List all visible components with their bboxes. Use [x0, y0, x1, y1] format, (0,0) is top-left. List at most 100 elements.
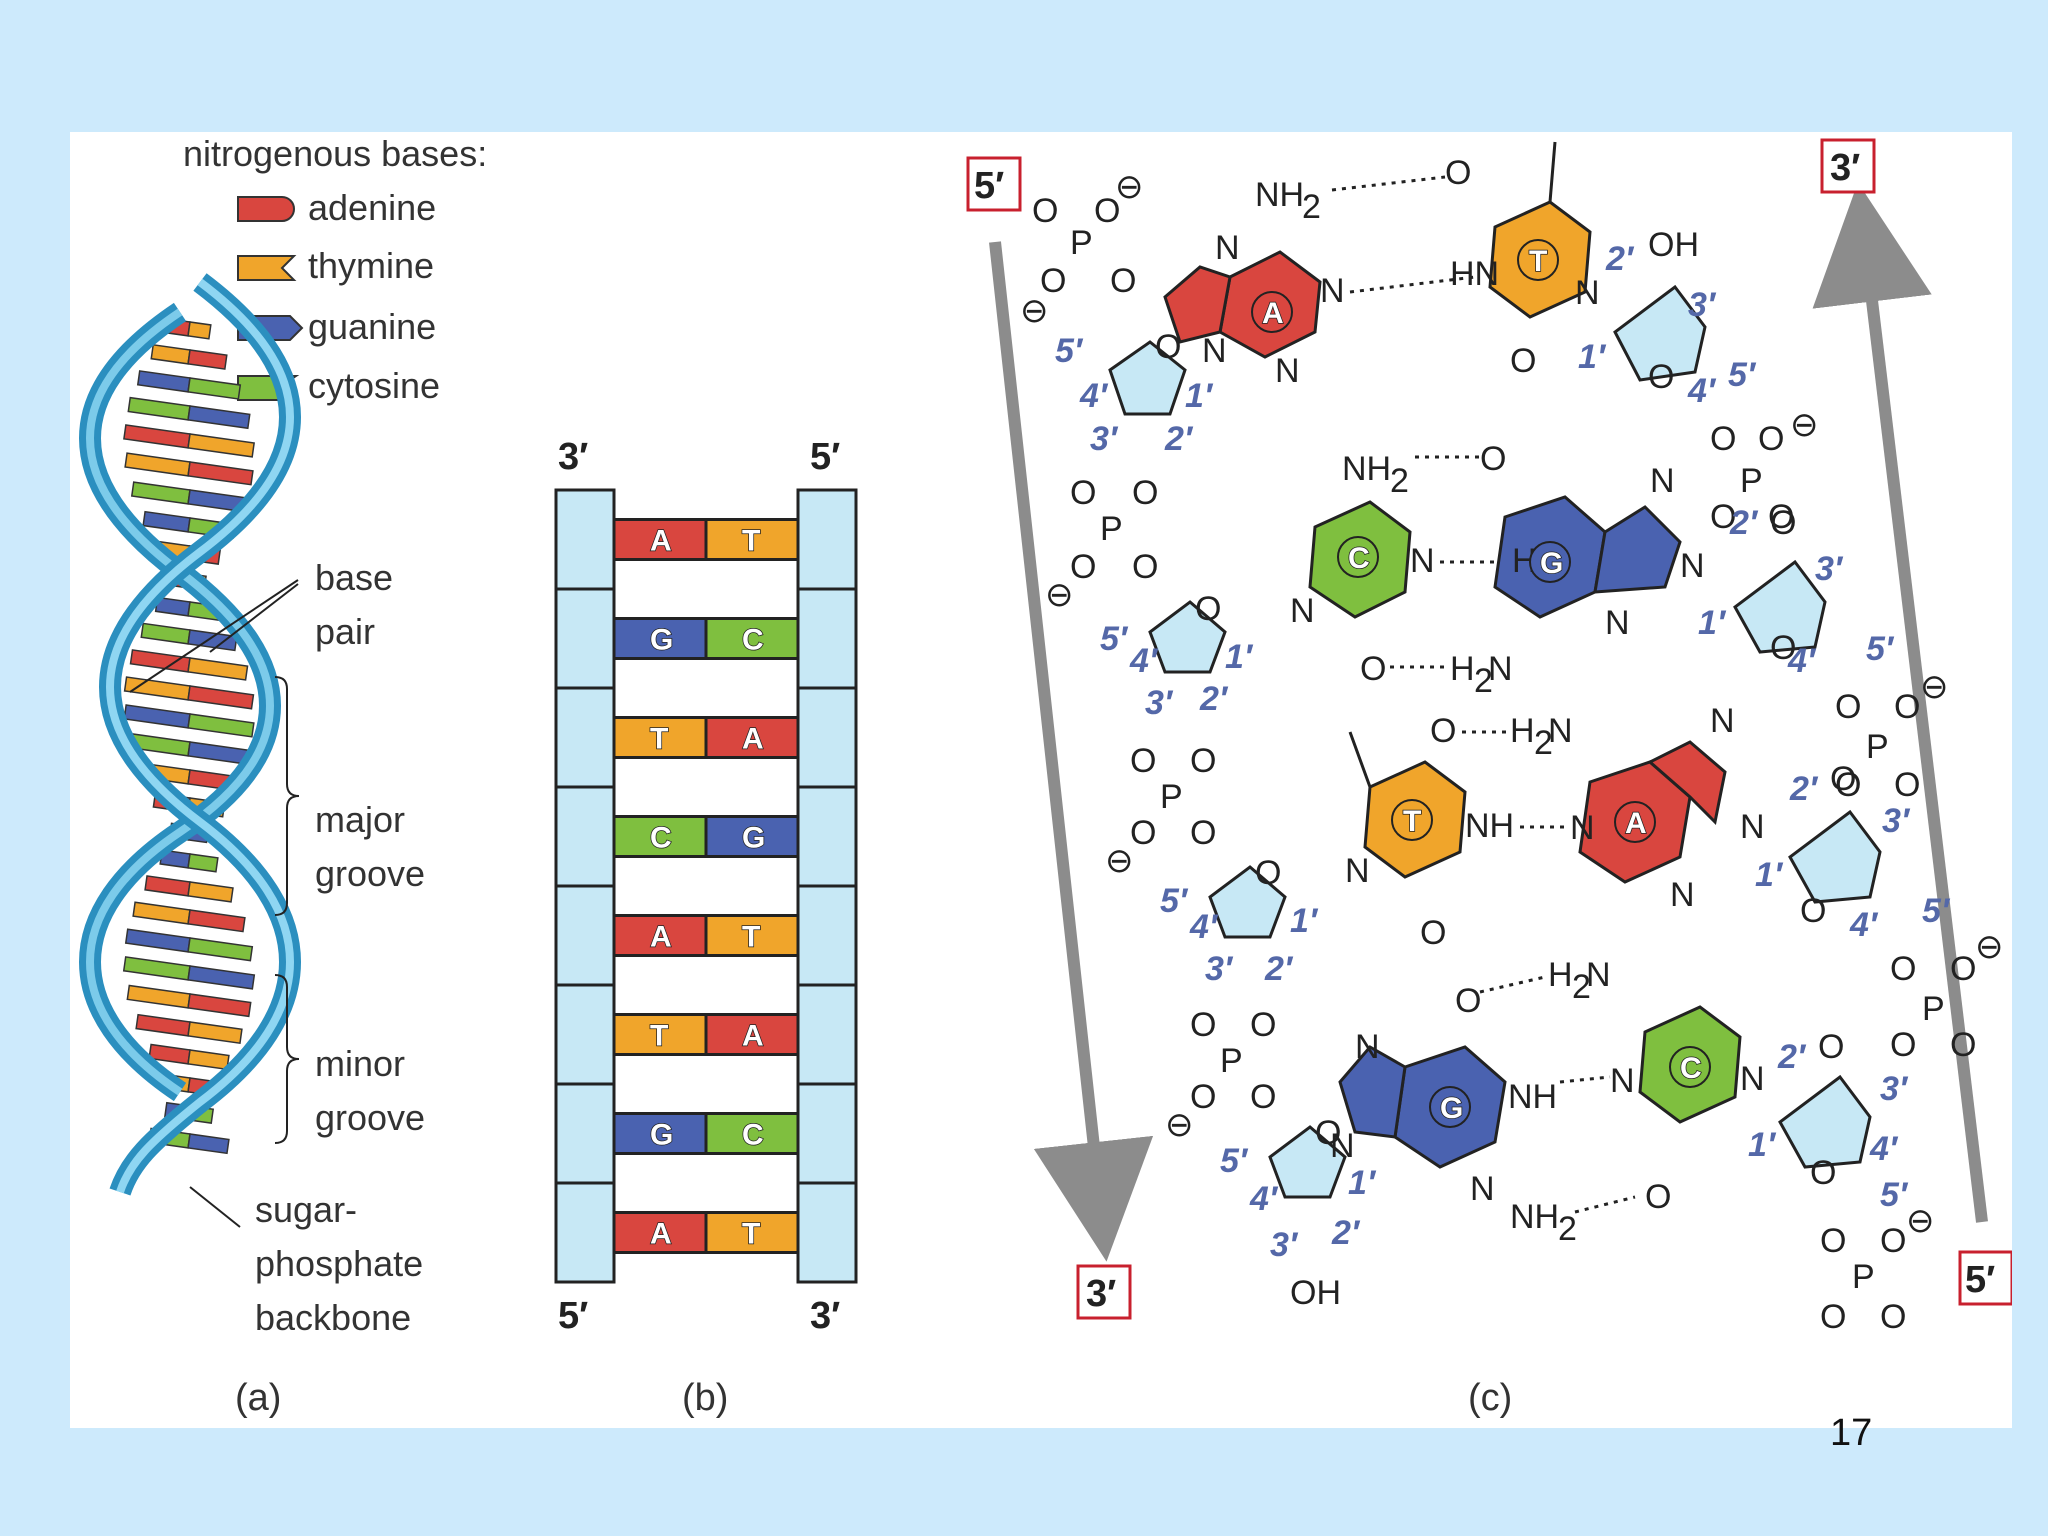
svg-text:N: N [1470, 1170, 1495, 1208]
caption-a: (a) [235, 1377, 281, 1419]
svg-text:⊖: ⊖ [1790, 406, 1819, 444]
svg-text:O: O [1510, 342, 1536, 380]
helix-rung-half [144, 875, 191, 897]
svg-text:5′: 5′ [1160, 882, 1189, 920]
legend-title: nitrogenous bases: [183, 133, 487, 174]
ladder-rail-segment [796, 983, 858, 1086]
svg-text:O: O [1950, 950, 1976, 988]
ladder-rail-segment [796, 587, 858, 690]
ladder-base-left [612, 815, 708, 858]
svg-text:O: O [1830, 760, 1856, 798]
svg-text:O: O [1255, 854, 1281, 892]
svg-text:1′: 1′ [1225, 638, 1254, 676]
legend-label-thymine: thymine [308, 245, 434, 286]
sugar-ring [1788, 809, 1882, 904]
helix-rung-half [142, 510, 191, 533]
svg-text:3′: 3′ [1270, 1226, 1299, 1264]
ladder-rail-segment [796, 686, 858, 789]
ladder-rail-segment [554, 587, 616, 690]
svg-text:⊖: ⊖ [1105, 842, 1134, 880]
svg-text:2: 2 [1572, 968, 1591, 1006]
ladder-rail-segment [796, 884, 858, 987]
ladder-top-right-end: 5′ [810, 436, 840, 478]
legend-label-adenine: adenine [308, 187, 436, 228]
ladder-base-right [704, 617, 800, 660]
sugar-ring [1613, 284, 1707, 382]
svg-text:2′: 2′ [1164, 420, 1194, 458]
base-letter: T [1403, 805, 1421, 838]
svg-text:1′: 1′ [1348, 1164, 1377, 1202]
svg-text:N: N [1548, 712, 1573, 750]
ladder-rail-segment [796, 1082, 858, 1185]
svg-text:2′: 2′ [1264, 950, 1294, 988]
ladder-base-left-letter: T [650, 723, 668, 756]
svg-text:O: O [1818, 1028, 1844, 1066]
base-letter: C [1348, 542, 1370, 575]
svg-text:O: O [1758, 420, 1784, 458]
helix-rung-half [187, 433, 255, 458]
ladder-base-right [704, 914, 800, 957]
helix-rung-half [129, 649, 191, 673]
svg-text:P: P [1070, 224, 1093, 262]
svg-text:O: O [1430, 712, 1456, 750]
end-box-bottom-left [1076, 1264, 1132, 1320]
helix-rung-half [126, 984, 191, 1009]
svg-text:⊖: ⊖ [1045, 576, 1074, 614]
legend: nitrogenous bases: adenine thymine guani… [183, 133, 487, 406]
sugar-ring [1778, 1074, 1872, 1169]
svg-text:O: O [1315, 1114, 1341, 1152]
svg-text:O: O [1032, 192, 1058, 230]
svg-text:2′: 2′ [1605, 240, 1635, 278]
svg-text:1′: 1′ [1748, 1126, 1777, 1164]
svg-text:P: P [1220, 1042, 1243, 1080]
svg-text:5′: 5′ [1728, 356, 1757, 394]
ladder-base-right [704, 1211, 800, 1254]
svg-text:O: O [1880, 1222, 1906, 1260]
ladder-rail-segment [554, 884, 616, 987]
svg-text:2: 2 [1302, 188, 1321, 226]
svg-text:N: N [1570, 809, 1595, 847]
svg-text:5′: 5′ [1055, 332, 1084, 370]
helix-backbone-strand-2-highlight [106, 278, 294, 1194]
svg-text:4′: 4′ [1249, 1180, 1279, 1218]
legend-item-cytosine: cytosine [237, 365, 440, 406]
svg-text:NH: NH [1510, 1198, 1559, 1236]
svg-text:O: O [1820, 1222, 1846, 1260]
helix-rung-half [187, 657, 249, 681]
svg-text:O: O [1894, 766, 1920, 804]
legend-label-guanine: guanine [308, 306, 436, 347]
svg-text:N: N [1586, 956, 1611, 994]
svg-text:N: N [1215, 229, 1240, 267]
ladder-rail-segment [554, 785, 616, 888]
helix-rung-half [187, 881, 234, 903]
helix-rung-half [127, 396, 191, 421]
svg-text:4′: 4′ [1079, 377, 1109, 415]
ladder-base-left-letter: A [650, 525, 672, 558]
helix-rung-half [135, 1013, 191, 1037]
svg-text:O: O [1110, 262, 1136, 300]
svg-text:⊖: ⊖ [1975, 928, 2004, 966]
helix-rung-half [187, 1021, 243, 1045]
svg-text:N: N [1575, 274, 1600, 312]
svg-text:N: N [1710, 702, 1735, 740]
ladder-base-left-letter: C [650, 822, 672, 855]
strand-2-direction-arrow [1812, 182, 1988, 1223]
end-box-bottom-right [1958, 1250, 2012, 1306]
svg-text:O: O [1950, 1026, 1976, 1064]
svg-text:4′: 4′ [1849, 906, 1879, 944]
svg-text:N: N [1290, 592, 1315, 630]
svg-text:O: O [1890, 1026, 1916, 1064]
sugar-ring [1733, 559, 1827, 654]
ladder-rail-segment [554, 686, 616, 789]
svg-text:O: O [1645, 1178, 1671, 1216]
helix-base-rungs [122, 318, 256, 1155]
caption-c: (c) [1468, 1377, 1512, 1419]
svg-text:O: O [1190, 1006, 1216, 1044]
svg-text:4′: 4′ [1687, 372, 1717, 410]
ladder-base-left [612, 617, 708, 660]
ladder-right-rail [796, 488, 858, 1284]
